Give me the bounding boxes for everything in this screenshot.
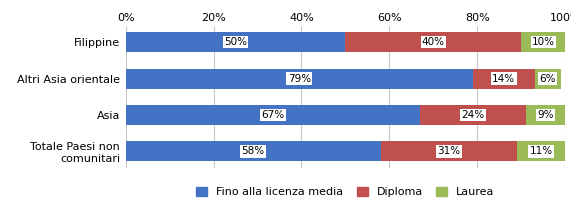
Text: 24%: 24% (461, 110, 485, 120)
Bar (381, 141, 517, 161)
Text: 31%: 31% (437, 146, 460, 156)
Text: 79%: 79% (288, 74, 311, 84)
Text: 14%: 14% (492, 74, 515, 84)
Text: 11%: 11% (529, 146, 553, 156)
Bar (521, 32, 565, 52)
Bar (420, 105, 526, 125)
Bar (345, 32, 521, 52)
Text: 6%: 6% (540, 74, 556, 84)
Text: 58%: 58% (242, 146, 265, 156)
Bar (473, 69, 534, 89)
Text: 9%: 9% (537, 110, 554, 120)
Text: 67%: 67% (262, 110, 284, 120)
Text: 50%: 50% (224, 37, 247, 47)
Bar (126, 141, 381, 161)
Bar (126, 105, 420, 125)
Bar (526, 105, 565, 125)
Text: 40%: 40% (422, 37, 445, 47)
Bar (126, 32, 345, 52)
Bar (517, 141, 565, 161)
Bar (534, 69, 561, 89)
Bar (126, 69, 473, 89)
Legend: Fino alla licenza media, Diploma, Laurea: Fino alla licenza media, Diploma, Laurea (192, 183, 499, 202)
Text: 10%: 10% (532, 37, 555, 47)
